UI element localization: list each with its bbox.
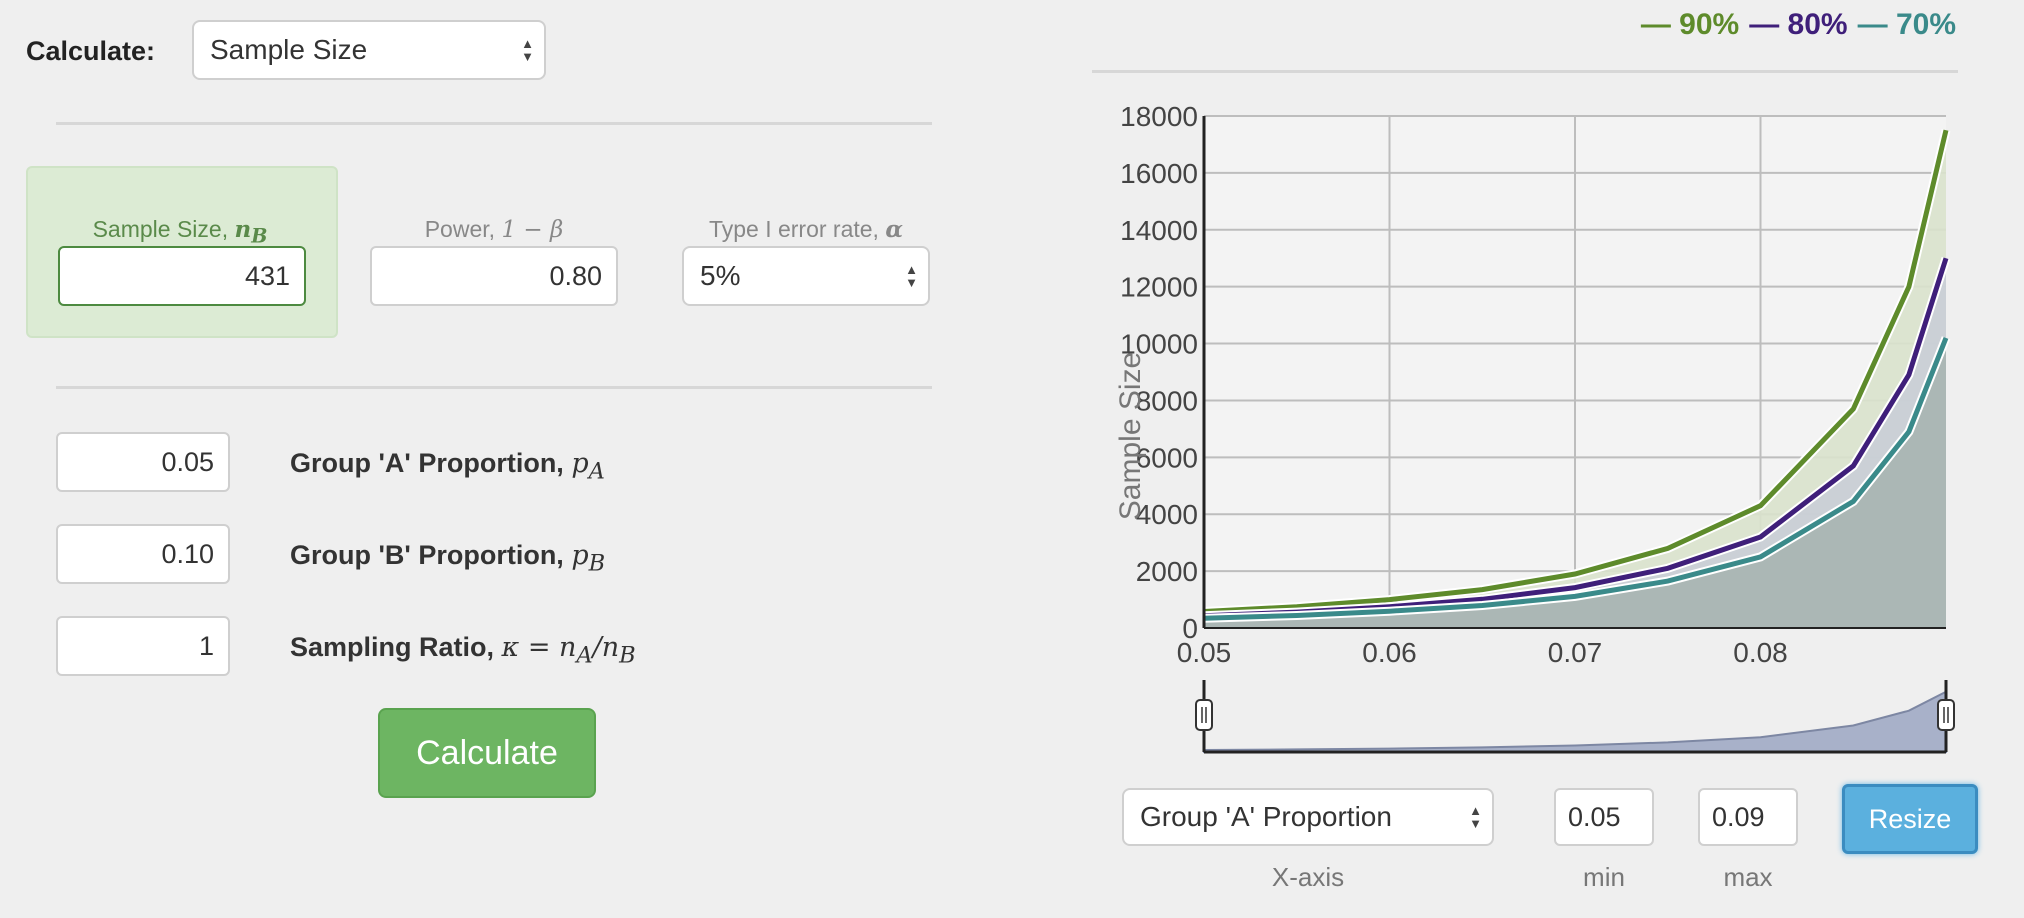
y-tick-label: 0 — [1182, 613, 1198, 644]
x-min-input[interactable]: 0.05 — [1554, 788, 1654, 846]
divider — [56, 386, 932, 389]
x-tick-label: 0.07 — [1548, 637, 1603, 668]
select-arrows-icon: ▲ ▼ — [905, 262, 918, 290]
alpha-label: Type I error rate, α — [708, 216, 904, 243]
calculate-select-value: Sample Size — [210, 34, 368, 65]
calculate-label: Calculate: — [26, 36, 156, 66]
group-a-proportion-label: Group 'A' Proportion, pA — [290, 448, 605, 485]
x-tick-label: 0.05 — [1177, 637, 1232, 668]
legend-item-80: — 80% — [1749, 8, 1848, 41]
group-a-proportion-input[interactable]: 0.05 — [56, 432, 230, 492]
sample-size-label: Sample Size, nB — [92, 216, 268, 248]
sampling-ratio-label: Sampling Ratio, κ = nA/nB — [290, 632, 636, 669]
sample-size-input[interactable]: 431 — [58, 246, 306, 306]
x-tick-label: 0.06 — [1362, 637, 1417, 668]
y-tick-label: 16000 — [1120, 158, 1198, 189]
y-tick-label: 18000 — [1120, 101, 1198, 132]
series-area-70% — [1204, 337, 1946, 628]
series-line-90% — [1203, 129, 1949, 614]
x-tick-label: 0.08 — [1733, 637, 1788, 668]
y-tick-label: 8000 — [1136, 385, 1198, 416]
group-b-proportion-input[interactable]: 0.10 — [56, 524, 230, 584]
alpha-select-value: 5% — [700, 260, 741, 291]
x-axis-caption: X-axis — [1271, 862, 1345, 892]
select-arrows-icon: ▲ ▼ — [1469, 803, 1482, 831]
y-tick-label: 4000 — [1136, 499, 1198, 530]
x-max-caption: max — [1723, 862, 1773, 892]
select-arrows-icon: ▲ ▼ — [521, 36, 534, 64]
divider — [56, 122, 932, 125]
brush-area — [1203, 690, 1947, 753]
calculate-button[interactable]: Calculate — [378, 708, 596, 798]
brush-left-handle[interactable] — [1195, 699, 1213, 731]
y-tick-label: 6000 — [1136, 442, 1198, 473]
y-axis-label: Sample Size — [1114, 352, 1147, 520]
alpha-select[interactable]: 5% ▲ ▼ — [682, 246, 930, 306]
power-label: Power, 1 − β — [424, 216, 564, 243]
y-tick-label: 14000 — [1120, 215, 1198, 246]
brush-right-handle[interactable] — [1937, 699, 1955, 731]
legend-item-90: — 90% — [1640, 8, 1740, 41]
resize-button[interactable]: Resize — [1842, 784, 1978, 854]
x-max-input[interactable]: 0.09 — [1698, 788, 1798, 846]
series-line-70% — [1203, 336, 1949, 621]
y-tick-label: 12000 — [1120, 272, 1198, 303]
x-axis-select-value: Group 'A' Proportion — [1140, 801, 1392, 832]
legend-item-70: — 70% — [1857, 8, 1956, 41]
chart-legend: — 90% — 80% — 70% — [1641, 8, 1956, 42]
divider — [1092, 70, 1958, 73]
x-axis-select[interactable]: Group 'A' Proportion ▲ ▼ — [1122, 788, 1494, 846]
group-b-proportion-label: Group 'B' Proportion, pB — [290, 540, 606, 577]
y-tick-label: 10000 — [1120, 329, 1198, 360]
x-min-caption: min — [1583, 862, 1625, 892]
sampling-ratio-input[interactable]: 1 — [56, 616, 230, 676]
y-tick-label: 2000 — [1136, 556, 1198, 587]
calculate-select[interactable]: Sample Size ▲ ▼ — [192, 20, 546, 80]
power-input[interactable]: 0.80 — [370, 246, 618, 306]
